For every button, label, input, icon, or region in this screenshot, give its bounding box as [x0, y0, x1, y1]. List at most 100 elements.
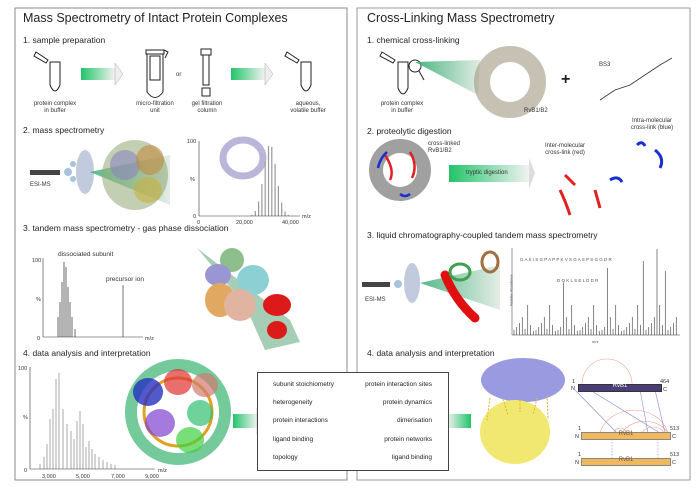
plus-sign: + [561, 71, 571, 88]
outcome-item: subunit stoichiometry [273, 381, 335, 388]
cycle-diagram-icon [125, 359, 231, 465]
volatile-buffer-label: aqueous, volatile buffer [278, 101, 338, 115]
y-tick: 0 [24, 468, 28, 474]
magnifier-icon [408, 59, 422, 73]
y-tick: % [36, 297, 41, 303]
gel-filtration-label: gel filtration column [177, 101, 237, 115]
tube-icon [33, 51, 61, 92]
label-line: volatile buffer [290, 108, 326, 114]
ion-cloud-icon [76, 150, 94, 194]
y-tick: % [23, 415, 28, 421]
rvb1-surface-icon [481, 358, 565, 402]
label-line: cross-link (blue) [630, 125, 674, 131]
arrow-icon [81, 68, 115, 80]
n-terminus: N [575, 434, 579, 440]
label-line: column [197, 108, 217, 114]
dissociated-subunit-label: dissociated subunit [58, 251, 114, 258]
step2-title: 2. mass spectrometry [23, 125, 105, 135]
step3-title: 3. tandem mass spectrometry - gas phase … [23, 223, 229, 233]
esi-ms-label: ESI-MS [365, 297, 386, 303]
droplet-icon [64, 168, 72, 176]
bar-label: RvB1 [618, 457, 634, 463]
gel-filtration-column-icon [200, 48, 212, 97]
bs3-molecule-icon [599, 57, 673, 101]
step1-title: 1. sample preparation [23, 35, 106, 45]
tryptic-digestion-arrow [449, 165, 529, 182]
esi-needle-icon [362, 282, 390, 287]
arrow-icon [447, 414, 471, 428]
tube-icon [379, 51, 409, 95]
bar [578, 384, 662, 392]
label-line: cross-link (red) [545, 150, 585, 156]
label-line: unit [150, 108, 160, 114]
native-ms-spectrum [39, 373, 116, 469]
label-line: aqueous, [295, 101, 321, 107]
label-line: gel filtration [191, 101, 223, 107]
outcome-item: protein interaction sites [365, 381, 432, 388]
rvb2-surface-icon [480, 400, 550, 464]
label-line: Inter-molecular [544, 143, 585, 149]
n-terminus: N [575, 460, 579, 466]
arrow-icon [231, 68, 265, 80]
y-tick: % [190, 177, 195, 183]
outcome-item: ligand binding [273, 436, 314, 443]
outcome-item: protein dynamics [382, 399, 432, 406]
crosslink-map [574, 358, 669, 458]
label-line: Intra-molecular [631, 118, 672, 124]
start-residue: 1 [578, 426, 582, 432]
y-tick: 0 [193, 214, 197, 220]
label-line: in buffer [391, 108, 413, 114]
tube-label: protein complex in buffer [25, 101, 85, 115]
tube-label: protein complex in buffer [372, 101, 432, 115]
start-residue: 1 [578, 452, 582, 458]
tandem-spectrum [57, 262, 124, 337]
esi-needle-icon [30, 170, 60, 175]
y-tick: 100 [18, 366, 28, 372]
arrow-icon [233, 414, 257, 428]
crosslinked-label: cross-linked RvB1/B2 [428, 141, 460, 155]
micro-filtration-unit-icon [145, 49, 169, 98]
inter-molecular-label: Inter-molecular cross-link (red) [535, 143, 595, 157]
dissociating-complex-icon [205, 248, 291, 339]
complex-label: RvB1/B2 [524, 108, 548, 114]
x-unit: m/z [145, 336, 154, 342]
y-tick: 100 [32, 258, 42, 264]
end-residue: 464 [660, 379, 670, 385]
right-panel-title: Cross-Linking Mass Spectrometry [367, 11, 555, 25]
rvb-complex-icon [474, 46, 546, 118]
step4-title: 4. data analysis and interpretation [23, 348, 151, 358]
x-unit: m/z [158, 468, 167, 474]
esi-ms-label: ESI-MS [30, 182, 51, 188]
x-unit: m/z [302, 214, 311, 220]
ion-cloud-icon [404, 263, 420, 303]
bar-label: RvB1 [618, 431, 634, 437]
micro-filtration-label: micro-filtration unit [125, 101, 185, 115]
tryptic-digestion-label: tryptic digestion [466, 170, 508, 176]
c-terminus: C [672, 460, 676, 466]
msms-spectrum [513, 249, 677, 335]
step1-title: 1. chemical cross-linking [367, 35, 460, 45]
tube-icon [284, 51, 312, 92]
peptide-fragments-icon [558, 141, 664, 216]
start-residue: 1 [572, 379, 576, 385]
label-line: micro-filtration [136, 101, 174, 107]
peptide-sequence-2: D Q K L S E L D D R [557, 278, 599, 283]
right-panel-border [356, 7, 691, 481]
bar-label: RvB1 [612, 383, 628, 389]
mass-spectrum-2 [251, 145, 289, 216]
x-tick: 5,000 [76, 474, 90, 480]
y-axis-label: Relative Abundance [509, 274, 514, 306]
c-terminus: C [672, 434, 676, 440]
outcome-item: heterogeneity [273, 399, 313, 406]
outcome-item: dimerisation [396, 417, 432, 424]
precursor-ion-label: precursor ion [106, 276, 144, 283]
label-line: RvB1/B2 [428, 148, 452, 154]
left-panel-title: Mass Spectrometry of Intact Protein Comp… [23, 11, 288, 25]
step2-title: 2. proteolytic digestion [367, 126, 452, 136]
or-label: or [176, 72, 182, 78]
x-tick: 9,000 [145, 474, 159, 480]
crosslinked-peptide-icon [440, 270, 480, 323]
label-line: protein complex [33, 101, 77, 107]
step4-title: 4. data analysis and interpretation [367, 348, 495, 358]
